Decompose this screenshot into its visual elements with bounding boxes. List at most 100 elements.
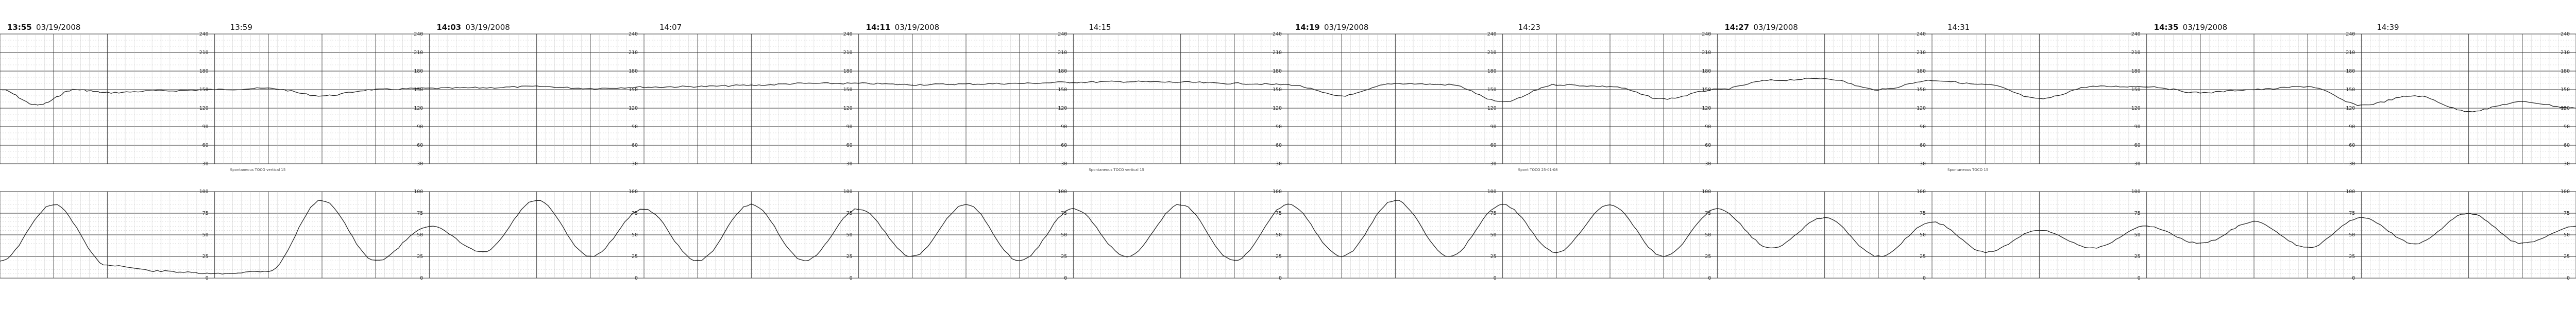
segment-time: 14:27 [1724,23,1749,32]
fhr-tick-label: 240 [1273,31,1282,37]
fhr-tick-label: 180 [843,68,853,74]
fhr-point [1878,89,1879,90]
fhr-tick-label: 210 [1273,50,1282,56]
ua-point [1019,260,1020,262]
ua-tick-label: 50 [1276,232,1282,238]
ua-point [429,226,430,227]
fhr-point [2307,86,2309,87]
fhr-tick-label: 240 [1058,31,1067,37]
fhr-tick-label: 30 [632,161,638,167]
fhr-point [2039,98,2040,99]
segment-date: 03/19/2008 [465,23,510,32]
fhr-tick-label: 150 [414,87,423,93]
fhr-tick-label: 30 [1276,161,1282,167]
fhr-tick-label: 210 [414,50,423,56]
ua-tick-label: 25 [1490,254,1497,260]
fhr-tick-label: 150 [1702,87,1711,93]
segment-time: 14:35 [2154,23,2179,32]
ua-tick-label: 50 [846,232,853,238]
fhr-point [697,86,698,87]
ua-point [1234,260,1235,262]
ua-tick-label: 50 [2134,232,2141,238]
fhr-tick-label: 120 [1058,106,1067,111]
segment-headers: 13:55 03/19/2008 13:59 14:03 03/19/2008 14:07… [7,23,2399,32]
ua-tick-label: 50 [1490,232,1497,238]
segment-date: 03/19/2008 [1753,23,1798,32]
ua-point [858,208,859,210]
fhr-point [1985,84,1986,85]
fhr-tick-label: 60 [202,143,209,148]
ua-point [912,256,913,257]
annotation-note: Spontaneous TOCO vertical 15 [1089,168,1144,172]
ua-point [536,200,537,201]
ua-tick-label: 0 [420,276,423,281]
fhr-point [214,89,215,90]
fhr-point [2253,89,2255,90]
fhr-tick-label: 240 [1487,31,1497,37]
ua-point [697,260,698,262]
fhr-point [1663,98,1664,99]
fhr-point [321,95,323,96]
fhr-tick-label: 90 [1276,124,1282,130]
ua-point [804,260,806,262]
ua-tick-label: 75 [632,211,638,216]
ua-tick-label: 100 [1917,189,1926,195]
fhr-tick-label: 180 [1702,68,1711,74]
fhr-tick-label: 90 [632,124,638,130]
minute-label: 14:15 [1089,23,1111,32]
fhr-point [1931,80,1933,81]
fhr-tick-label: 240 [2346,31,2355,37]
ua-tick-label: 75 [1490,211,1497,216]
fhr-tick-label: 30 [1061,161,1067,167]
fhr-tick-label: 150 [2561,87,2570,93]
minute-label: 14:31 [1947,23,1970,32]
fhr-point [2146,86,2147,87]
fhr-tick-label: 180 [1273,68,1282,74]
fhr-tick-label: 60 [1705,143,1711,148]
fhr-tick-label: 120 [2346,106,2355,111]
fhr-tick-label: 120 [1702,106,1711,111]
segment-date: 03/19/2008 [2183,23,2227,32]
grid [0,33,2576,279]
fhr-tick-label: 30 [2564,161,2570,167]
fhr-tick-label: 180 [629,68,638,74]
ua-tick-label: 50 [1705,232,1711,238]
ua-point [965,204,967,205]
fhr-point [536,86,537,87]
ua-tick-label: 75 [2564,211,2570,216]
fhr-point [0,89,1,90]
ua-point [1878,256,1879,257]
fhr-tick-label: 120 [2131,106,2141,111]
segment-time: 13:55 [7,23,32,32]
annotation-note: Spontaneous TOCO 15 [1947,168,1988,172]
ua-tick-label: 0 [1923,276,1926,281]
ua-tick-label: 75 [1061,211,1067,216]
fhr-point [268,88,269,89]
fhr-tick-label: 120 [1917,106,1926,111]
fhr-point [2092,86,2094,87]
fhr-point [804,83,806,84]
fhr-point [1717,89,1718,90]
ua-point [643,208,645,210]
fhr-point [2468,111,2469,112]
fhr-tick-label: 90 [2134,124,2141,130]
ua-point [2414,243,2416,244]
fhr-tick-label: 210 [1487,50,1497,56]
fhr-tick-label: 150 [1487,87,1497,93]
ua-tick-label: 25 [846,254,853,260]
fhr-tick-label: 180 [2131,68,2141,74]
ua-point [1502,204,1503,205]
fhr-tick-label: 240 [843,31,853,37]
ua-tick-label: 100 [629,189,638,195]
ua-tick-label: 75 [2134,211,2141,216]
ua-tick-label: 25 [1920,254,1926,260]
fhr-tick-label: 180 [1487,68,1497,74]
ua-tick-label: 50 [2564,232,2570,238]
ua-point [2039,230,2040,231]
fhr-point [107,92,108,93]
fhr-tick-label: 240 [1702,31,1711,37]
fhr-tick-label: 150 [2346,87,2355,93]
ua-tick-label: 50 [1061,232,1067,238]
ua-tick-label: 100 [2131,189,2141,195]
